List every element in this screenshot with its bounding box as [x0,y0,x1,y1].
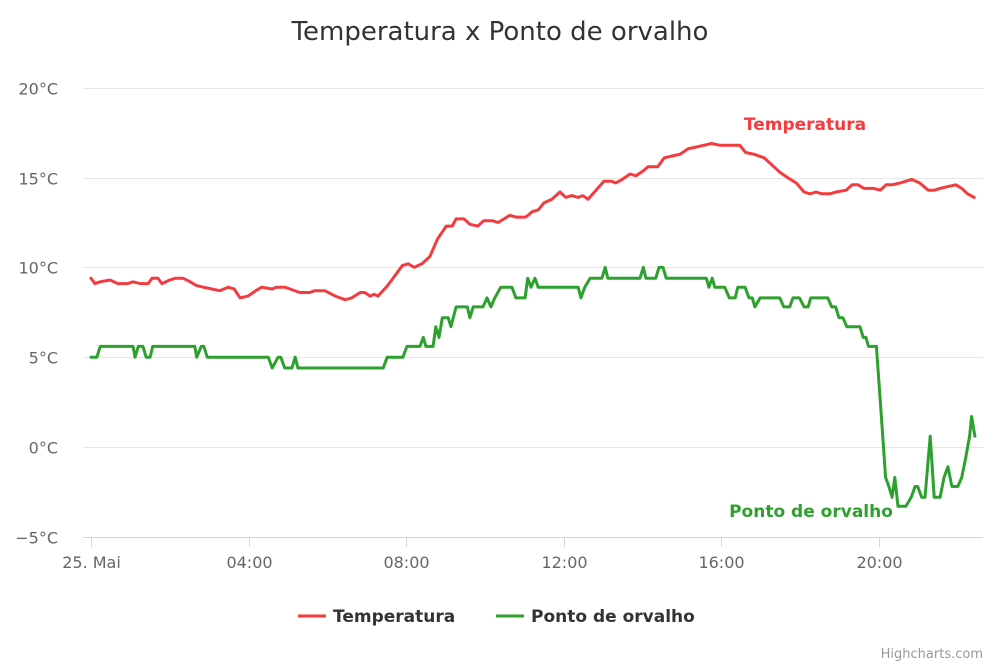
series-group [89,142,977,508]
x-tick-label: 25. Mai [62,553,121,572]
chart-title: Temperatura x Ponto de orvalho [291,17,709,47]
x-tick-label: 16:00 [698,553,744,572]
x-axis-labels: 25. Mai 04:00 08:00 12:00 16:00 20:00 [62,537,903,572]
y-tick-label: 5°C [29,349,58,368]
y-axis-labels: −5°C 0°C 5°C 10°C 15°C 20°C [15,80,58,548]
legend-label-temperatura[interactable]: Temperatura [333,607,455,627]
legend-item-temperatura[interactable]: Temperatura [298,607,455,627]
x-tick-label: 08:00 [383,553,429,572]
y-tick-label: 20°C [18,80,58,99]
y-tick-label: 15°C [18,170,58,189]
y-tick-label: 0°C [29,439,58,458]
y-tick-label: −5°C [15,529,58,548]
x-tick-label: 20:00 [856,553,902,572]
series-label-temperatura: Temperatura [744,115,866,135]
legend-item-ponto-de-orvalho[interactable]: Ponto de orvalho [496,607,695,627]
y-tick-label: 10°C [18,259,58,278]
series-line-ponto-de-orvalho[interactable] [89,265,977,508]
x-tick-label: 04:00 [226,553,272,572]
series-label-ponto-de-orvalho: Ponto de orvalho [729,502,893,522]
legend-label-ponto-de-orvalho[interactable]: Ponto de orvalho [531,607,695,627]
x-tick-label: 12:00 [541,553,587,572]
credits-link[interactable]: Highcharts.com [881,647,983,662]
series-line-temperatura[interactable] [89,142,976,302]
legend: Temperatura Ponto de orvalho [298,607,695,627]
y-gridlines [83,88,983,448]
